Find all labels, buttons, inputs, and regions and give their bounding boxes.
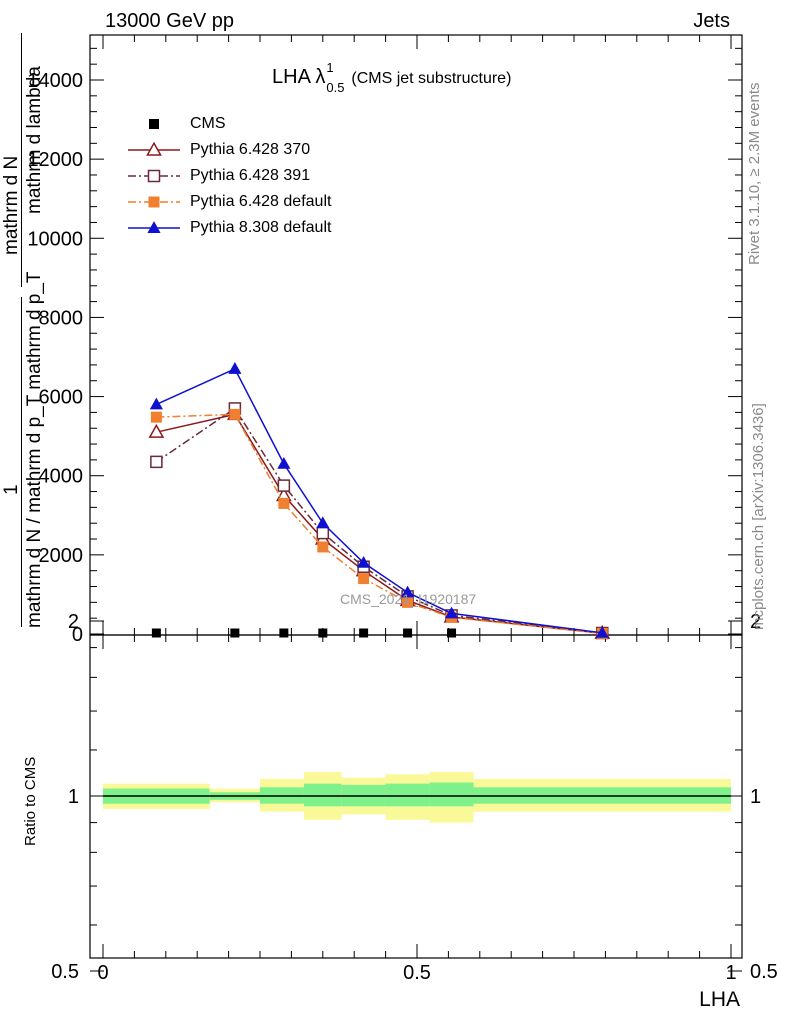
ratio-y-tick-label: 0.5 [51,961,79,983]
mcplots-reference-label: mcplots.cern.ch [arXiv:1306.3436] [750,403,767,630]
data-point-pythia8-default [149,397,163,410]
y-axis-label-numerator: 1 [1,484,22,495]
data-point-pythia8-default [228,362,242,374]
plot-title: LHA λ 1 0.5 (CMS jet substructure) [272,60,512,95]
ratio-band-inner [385,783,430,807]
data-point-pythia6-default [317,541,329,553]
header-energy-label: 13000 GeV pp [105,10,234,32]
legend-swatch-pythia6-370 [128,141,180,156]
plot-title-sub: 0.5 [326,80,345,95]
data-point-cms [279,628,289,638]
plot-title-main: LHA λ [272,66,326,88]
main-y-tick-label: 2000 [39,545,84,567]
ratio-y-tick-label-right: 0.5 [750,961,778,983]
data-point-pythia8-default [357,555,371,568]
series-line-pythia6-370 [156,413,603,634]
data-point-pythia6-default [229,408,241,420]
data-point-cms [403,628,413,638]
data-point-cms [318,628,328,638]
data-point-cms [151,628,161,638]
main-y-tick-label: 14000 [27,70,83,92]
main-axis-ticks: 0 2000 4000 6000 8000 10000 12000 14000 [27,35,742,646]
data-point-cms [230,628,240,638]
data-point-pythia8-default [400,585,415,598]
data-point-pythia6-391 [316,526,330,540]
series-pythia8-default [149,362,609,638]
legend-item-pythia8-default: Pythia 8.308 default [128,217,331,239]
plot-title-sup: 1 [326,60,334,75]
x-axis-label: LHA [699,988,740,1011]
data-point-pythia8-default [595,625,609,638]
ratio-y-tick-label-right: 2 [750,611,761,633]
data-point-pythia6-391 [150,455,163,469]
legend-label-pythia8-default: Pythia 8.308 default [190,219,332,236]
data-point-pythia8-default [277,457,291,469]
data-point-pythia6-default [278,497,290,509]
ratio-band-inner [429,782,474,807]
legend-item-pythia6-default: Pythia 6.428 default [128,191,331,213]
analysis-watermark: CMS_2021_I1920187 [340,591,477,607]
ratio-y-axis-label: Ratio to CMS [22,756,39,846]
series-line-pythia8-default [156,367,603,634]
ratio-y-tick-label: 2 [68,611,79,633]
ratio-x-tick-label: 0.5 [403,962,431,984]
legend-marker-pythia6-default [148,196,160,208]
legend-swatch-pythia6-391 [128,169,180,183]
legend-label-cms: CMS [190,115,226,132]
legend-swatch-cms [149,119,159,129]
ratio-y-tick-label-right: 1 [750,786,761,808]
legend-item-cms: CMS [128,113,226,135]
series-layer [148,362,611,640]
legend-marker-pythia6-391 [147,169,161,183]
legend-swatches [128,119,180,233]
data-point-pythia6-default [358,573,370,585]
data-point-pythia6-370 [148,423,165,438]
main-y-tick-label: 8000 [39,307,84,329]
rivet-version-label: Rivet 3.1.10, ≥ 2.3M events [746,82,763,266]
ratio-uncertainty-bands [103,771,731,823]
y-axis-label-top-line1: mathrm d lambda [24,66,45,214]
data-point-cms [447,628,457,638]
data-point-pythia6-391 [277,479,291,492]
main-y-tick-label: 12000 [27,149,83,171]
series-cms [151,628,607,638]
data-point-pythia6-default [150,411,162,423]
main-y-tick-label: 10000 [27,228,83,250]
legend-marker-cms [149,119,159,129]
ratio-band-inner [303,783,342,807]
main-y-tick-label: 4000 [39,466,84,488]
legend-item-pythia6-370: Pythia 6.428 370 [128,139,310,161]
main-y-tick-label: 6000 [39,387,84,409]
ratio-axis-ticks: 0 0.5 1 0.5 0.5 1 1 2 2 [51,611,778,984]
legend-swatch-pythia6-default [128,196,180,208]
data-point-pythia8-default [316,516,330,529]
ratio-x-tick-label: 1 [725,962,736,984]
y-axis-fraction-bar-top [21,33,22,287]
ratio-x-tick-label: 0 [97,962,108,984]
data-point-pythia8-default [444,606,459,619]
plot-title-suffix: (CMS jet substructure) [351,70,512,87]
legend-label-pythia6-370: Pythia 6.428 370 [190,141,311,158]
legend-marker-pythia8-default [147,221,161,233]
y-axis-fraction-bar-bottom [21,297,22,627]
y-axis-label-top-line2: mathrm d N [1,155,22,255]
data-point-cms [359,628,369,638]
data-point-pythia6-default [402,596,414,608]
main-y-tick-label: 0 [72,624,83,646]
header-jets-label: Jets [693,10,730,32]
legend-label-pythia6-default: Pythia 6.428 default [190,193,332,210]
legend-swatch-pythia8-default [128,221,180,233]
ratio-y-tick-label: 1 [68,786,79,808]
y-axis-label-denominator: mathrm d N / mathrm d p_T mathrm d p_T [24,271,45,628]
legend-item-pythia6-391: Pythia 6.428 391 [128,165,310,187]
legend-label-pythia6-391: Pythia 6.428 391 [190,167,311,184]
series-line-pythia6-391 [155,407,603,634]
legend-marker-pythia6-370 [146,141,162,156]
